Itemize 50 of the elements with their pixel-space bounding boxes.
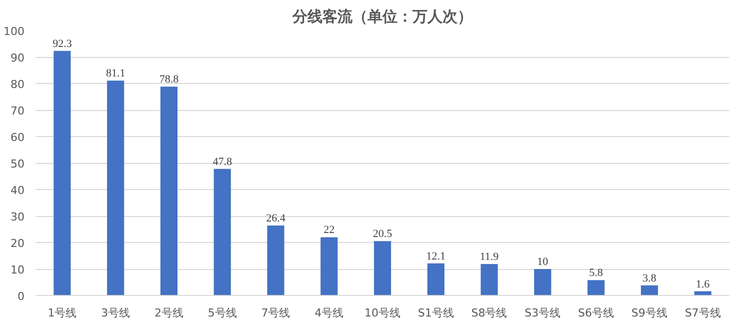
bar <box>160 86 178 296</box>
y-tick-label: 0 <box>18 290 24 303</box>
bar <box>107 80 124 296</box>
x-tick-label: 1号线 <box>48 306 77 320</box>
x-tick-label: S3号线 <box>524 306 561 320</box>
x-tick-label: S1号线 <box>418 306 454 320</box>
bar <box>374 241 392 296</box>
x-tick-label: 3号线 <box>101 306 130 320</box>
data-label: 11.9 <box>480 250 500 263</box>
bar <box>214 168 231 296</box>
bar <box>480 264 498 296</box>
data-label: 81.1 <box>106 68 126 80</box>
x-tick-label: 5号线 <box>208 306 237 320</box>
data-label: 47.8 <box>212 156 232 168</box>
data-label: 26.4 <box>266 212 286 225</box>
x-tick-label: S8号线 <box>471 306 508 320</box>
data-label: 20.5 <box>372 228 393 240</box>
data-label: 78.8 <box>159 74 180 86</box>
x-tick-label: 10号线 <box>364 306 400 320</box>
x-tick-label: 4号线 <box>314 306 344 320</box>
bar <box>320 237 338 296</box>
data-label: 5.8 <box>589 267 604 280</box>
x-tick-label: S7号线 <box>684 306 721 320</box>
bar <box>427 263 444 296</box>
bar <box>640 285 658 296</box>
data-label: 92.3 <box>52 38 72 50</box>
y-tick-label: 60 <box>10 131 25 144</box>
y-tick-label: 20 <box>10 237 25 250</box>
y-tick-label: 70 <box>10 104 25 118</box>
y-tick-label: 90 <box>10 52 25 64</box>
x-tick-label: 7号线 <box>261 306 290 320</box>
y-tick-label: 40 <box>10 184 25 197</box>
x-tick-label: S9号线 <box>631 306 668 320</box>
data-label: 10 <box>537 256 549 268</box>
y-tick-label: 50 <box>10 158 25 170</box>
data-label: 12.1 <box>426 250 446 262</box>
data-label: 1.6 <box>696 278 710 290</box>
chart-title: 分线客流（单位：万人次） <box>292 8 472 26</box>
bar <box>267 226 284 296</box>
y-tick-label: 30 <box>10 210 25 224</box>
bar <box>587 280 605 296</box>
y-tick-label: 80 <box>10 78 25 91</box>
y-tick-label: 100 <box>4 25 25 38</box>
x-tick-label: S6号线 <box>578 306 614 320</box>
data-label: 3.8 <box>642 272 657 284</box>
bar <box>54 50 71 296</box>
x-tick-label: 2号线 <box>154 306 184 320</box>
y-tick-label: 10 <box>10 264 25 276</box>
data-label: 22 <box>324 224 335 236</box>
bar <box>534 269 552 296</box>
